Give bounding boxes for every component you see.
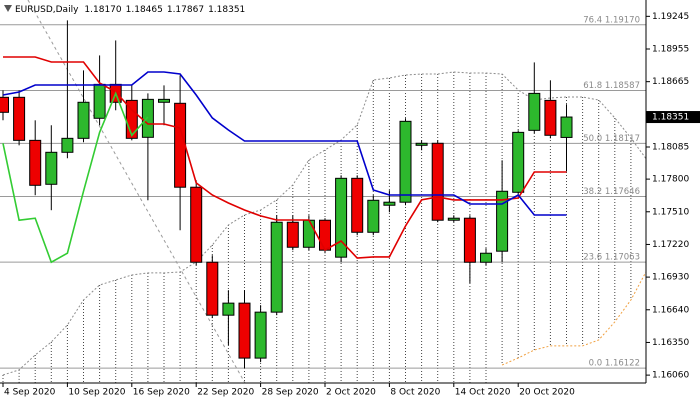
- candle-body: [367, 199, 380, 233]
- indicator-line: [501, 270, 646, 366]
- y-tick-label: 1.16640: [652, 305, 689, 315]
- fibo-label: 50.0 1.18117: [583, 134, 640, 144]
- y-tick-label: 1.18665: [652, 77, 689, 87]
- candle-body: [351, 177, 364, 233]
- indicator-line: [2, 71, 567, 216]
- x-tick-label: 14 Oct 2020: [455, 388, 511, 398]
- candle-body: [286, 221, 299, 248]
- x-tick-label: 28 Sep 2020: [262, 388, 319, 398]
- x-tick-label: 2 Oct 2020: [326, 388, 376, 398]
- candle-body: [302, 219, 315, 248]
- y-tick-label: 1.17800: [652, 175, 689, 185]
- candle-body: [190, 186, 203, 263]
- candle-body: [13, 96, 26, 141]
- x-tick-label: 8 Oct 2020: [390, 388, 440, 398]
- header-open: 1.18170: [84, 5, 121, 15]
- candle-body: [206, 261, 219, 316]
- current-price-label: 1.18351: [652, 113, 689, 123]
- fibo-label: 76.4 1.19170: [583, 15, 640, 25]
- candle-body: [528, 92, 541, 131]
- x-tick-label: 10 Sep 2020: [68, 388, 125, 398]
- y-tick-label: 1.17220: [652, 240, 689, 250]
- candle-body: [238, 302, 251, 359]
- x-tick-label: 20 Oct 2020: [519, 388, 575, 398]
- symbol: EURUSD,Daily: [15, 5, 79, 15]
- current-price-box: [646, 111, 700, 124]
- y-tick-label: 1.16930: [652, 273, 689, 283]
- fibo-label: 0.0 1.16122: [589, 359, 640, 369]
- header-low: 1.17867: [167, 5, 204, 15]
- header-close: 1.18351: [208, 5, 245, 15]
- candle-body: [29, 139, 42, 186]
- header-icon: [4, 5, 12, 12]
- candle-body: [383, 201, 396, 206]
- candle-body: [0, 96, 9, 113]
- indicator-line: [2, 91, 149, 264]
- y-tick-label: 1.16350: [652, 338, 689, 348]
- x-tick-label: 16 Sep 2020: [133, 388, 190, 398]
- header-high: 1.18465: [126, 5, 163, 15]
- x-tick-label: 22 Sep 2020: [197, 388, 254, 398]
- candle-body: [463, 217, 476, 263]
- candle-body: [158, 98, 170, 103]
- candle-body: [61, 137, 74, 153]
- candle-body: [270, 221, 283, 313]
- candle-body: [222, 302, 235, 316]
- candle-body: [319, 219, 331, 251]
- candle-body: [174, 102, 187, 188]
- x-tick-label: 4 Sep 2020: [4, 388, 56, 398]
- fibo-label: 61.8 1.18587: [583, 81, 640, 91]
- plot-area: [0, 0, 646, 383]
- candle-body: [335, 177, 348, 258]
- candle-body: [431, 142, 444, 221]
- candle-body: [399, 120, 412, 203]
- header-text: EURUSD,Daily 1.18170 1.18465 1.17867 1.18351: [15, 5, 245, 15]
- header: EURUSD,Daily 1.18170 1.18465 1.17867 1.18351: [4, 5, 245, 15]
- y-tick-label: 1.17510: [652, 207, 689, 217]
- candle-body: [77, 101, 90, 139]
- indicator-line: [3, 56, 567, 259]
- y-tick-label: 1.19245: [652, 12, 689, 22]
- fibo-label: 38.2 1.17646: [583, 187, 640, 197]
- indicator-line: [2, 71, 646, 376]
- candle-body: [141, 98, 154, 138]
- candle-body: [45, 151, 58, 185]
- candle-body: [544, 99, 557, 136]
- candle-body: [447, 217, 460, 221]
- fibo-trend-line: [27, 0, 246, 383]
- y-tick-label: 1.16060: [652, 371, 689, 381]
- candle-body: [415, 142, 428, 146]
- y-tick-label: 1.18085: [652, 143, 689, 153]
- candle-body: [480, 252, 492, 263]
- candle-body: [496, 190, 509, 252]
- y-tick-label: 1.18955: [652, 45, 689, 55]
- candle-body: [93, 83, 106, 119]
- candle-body: [560, 116, 573, 138]
- candle-body: [254, 311, 267, 359]
- fibo-label: 23.6 1.17063: [583, 253, 640, 263]
- candle-body: [512, 131, 525, 193]
